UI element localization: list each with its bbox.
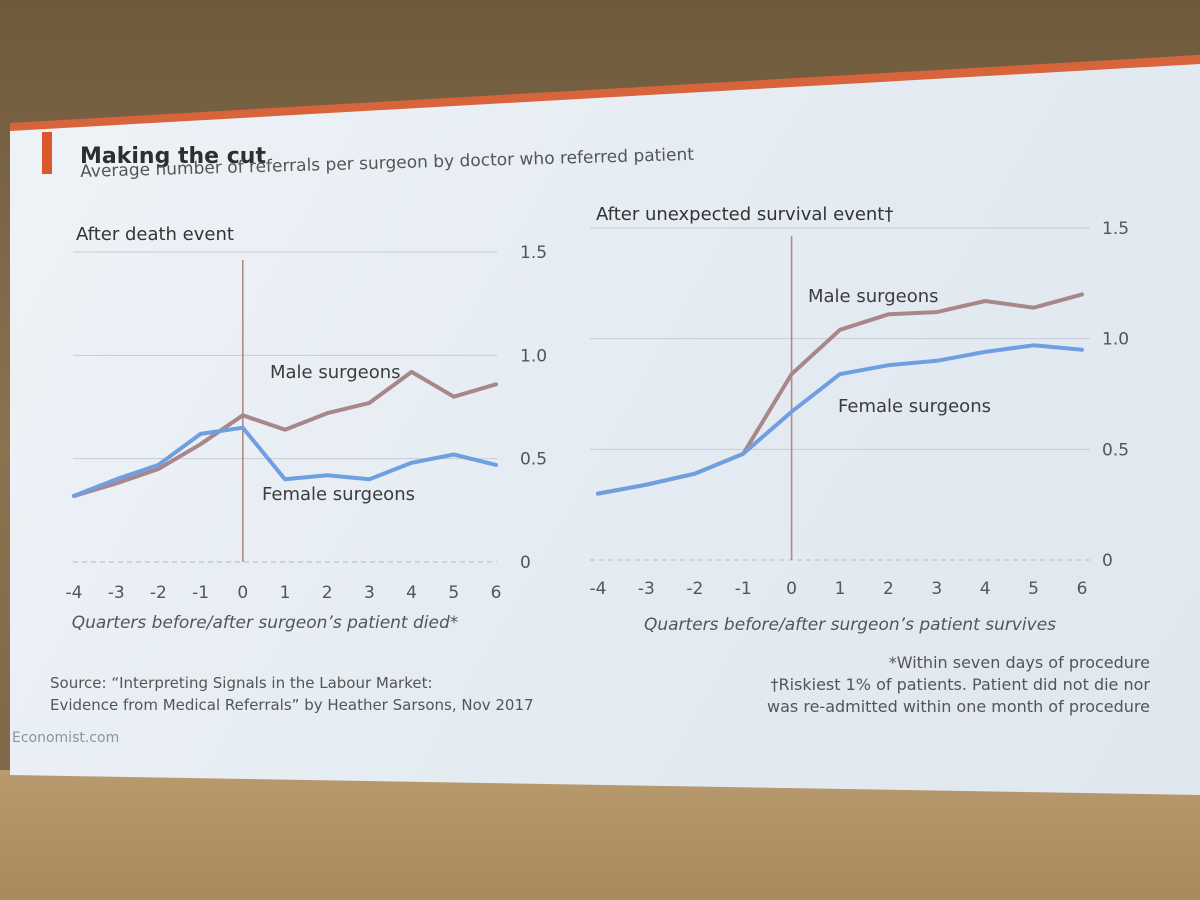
x-tick-label: -3 — [638, 579, 655, 599]
y-tick-label: 0.5 — [1102, 440, 1129, 460]
source-line-2: Evidence from Medical Referrals” by Heat… — [50, 696, 534, 714]
x-tick-label: 1 — [835, 579, 846, 599]
footnote-2: †Riskiest 1% of patients. Patient did no… — [770, 675, 1150, 694]
x-axis-label: Quarters before/after surgeon’s patient … — [72, 613, 459, 633]
series-label-male: Male surgeons — [808, 286, 939, 307]
x-tick-label: 4 — [406, 583, 417, 603]
slide-background — [10, 55, 1200, 795]
source-note: Source: “Interpreting Signals in the Lab… — [50, 672, 534, 716]
footnote-1: *Within seven days of procedure — [888, 653, 1150, 672]
x-tick-label: -4 — [590, 579, 607, 599]
y-tick-label: 0.5 — [520, 450, 547, 470]
x-tick-label: 0 — [237, 583, 248, 603]
panel-title: After unexpected survival event† — [596, 204, 893, 225]
footnote-3: was re-admitted within one month of proc… — [767, 697, 1150, 716]
y-tick-label: 1.0 — [520, 346, 547, 366]
x-tick-label: 2 — [322, 583, 333, 603]
y-tick-label: 1.5 — [1102, 219, 1129, 239]
x-tick-label: 5 — [1028, 579, 1039, 599]
series-line-female-surgeons — [596, 343, 1084, 496]
title-accent-bar — [42, 132, 52, 174]
footnotes: *Within seven days of procedure †Riskies… — [767, 652, 1150, 718]
x-tick-label: -2 — [686, 579, 703, 599]
x-axis-label: Quarters before/after surgeon’s patient … — [644, 615, 1056, 635]
x-tick-label: 4 — [980, 579, 991, 599]
series-label-male: Male surgeons — [270, 362, 401, 383]
brand-watermark: Economist.com — [12, 730, 120, 746]
chart-title: Making the cut — [80, 144, 266, 169]
panel-after-death: 0 0.5 1.0 1.5 -4 -3 -2 -1 0 1 2 3 4 5 6 Male surgeons Fe… — [66, 224, 548, 633]
x-tick-label: 6 — [1077, 579, 1088, 599]
x-tick-label: 5 — [448, 583, 459, 603]
y-tick-label: 1.5 — [520, 243, 547, 263]
panel-after-survival: 0 0.5 1.0 1.5 -4 -3 -2 -1 0 1 2 3 4 5 6 Male surgeons Fe… — [590, 204, 1130, 635]
series-line-female-surgeons — [72, 425, 498, 498]
x-tick-label: -3 — [108, 583, 125, 603]
y-tick-label: 0 — [520, 553, 531, 573]
source-line-1: Source: “Interpreting Signals in the Lab… — [50, 674, 433, 692]
y-tick-label: 1.0 — [1102, 330, 1129, 350]
x-tick-label: 0 — [786, 579, 797, 599]
x-tick-label: -2 — [150, 583, 167, 603]
y-tick-label: 0 — [1102, 551, 1113, 571]
series-line-male-surgeons — [596, 292, 1084, 496]
series-label-female: Female surgeons — [262, 484, 415, 505]
panel-title: After death event — [76, 224, 234, 245]
x-tick-label: -4 — [66, 583, 83, 603]
x-tick-label: 3 — [931, 579, 942, 599]
x-tick-label: 6 — [491, 583, 502, 603]
x-tick-label: 2 — [883, 579, 894, 599]
x-tick-label: 3 — [364, 583, 375, 603]
room-wall-bottom — [0, 770, 1200, 900]
series-line-male-surgeons — [72, 369, 498, 498]
series-label-female: Female surgeons — [838, 396, 991, 417]
x-tick-label: -1 — [192, 583, 209, 603]
x-tick-label: -1 — [735, 579, 752, 599]
x-tick-label: 1 — [280, 583, 291, 603]
